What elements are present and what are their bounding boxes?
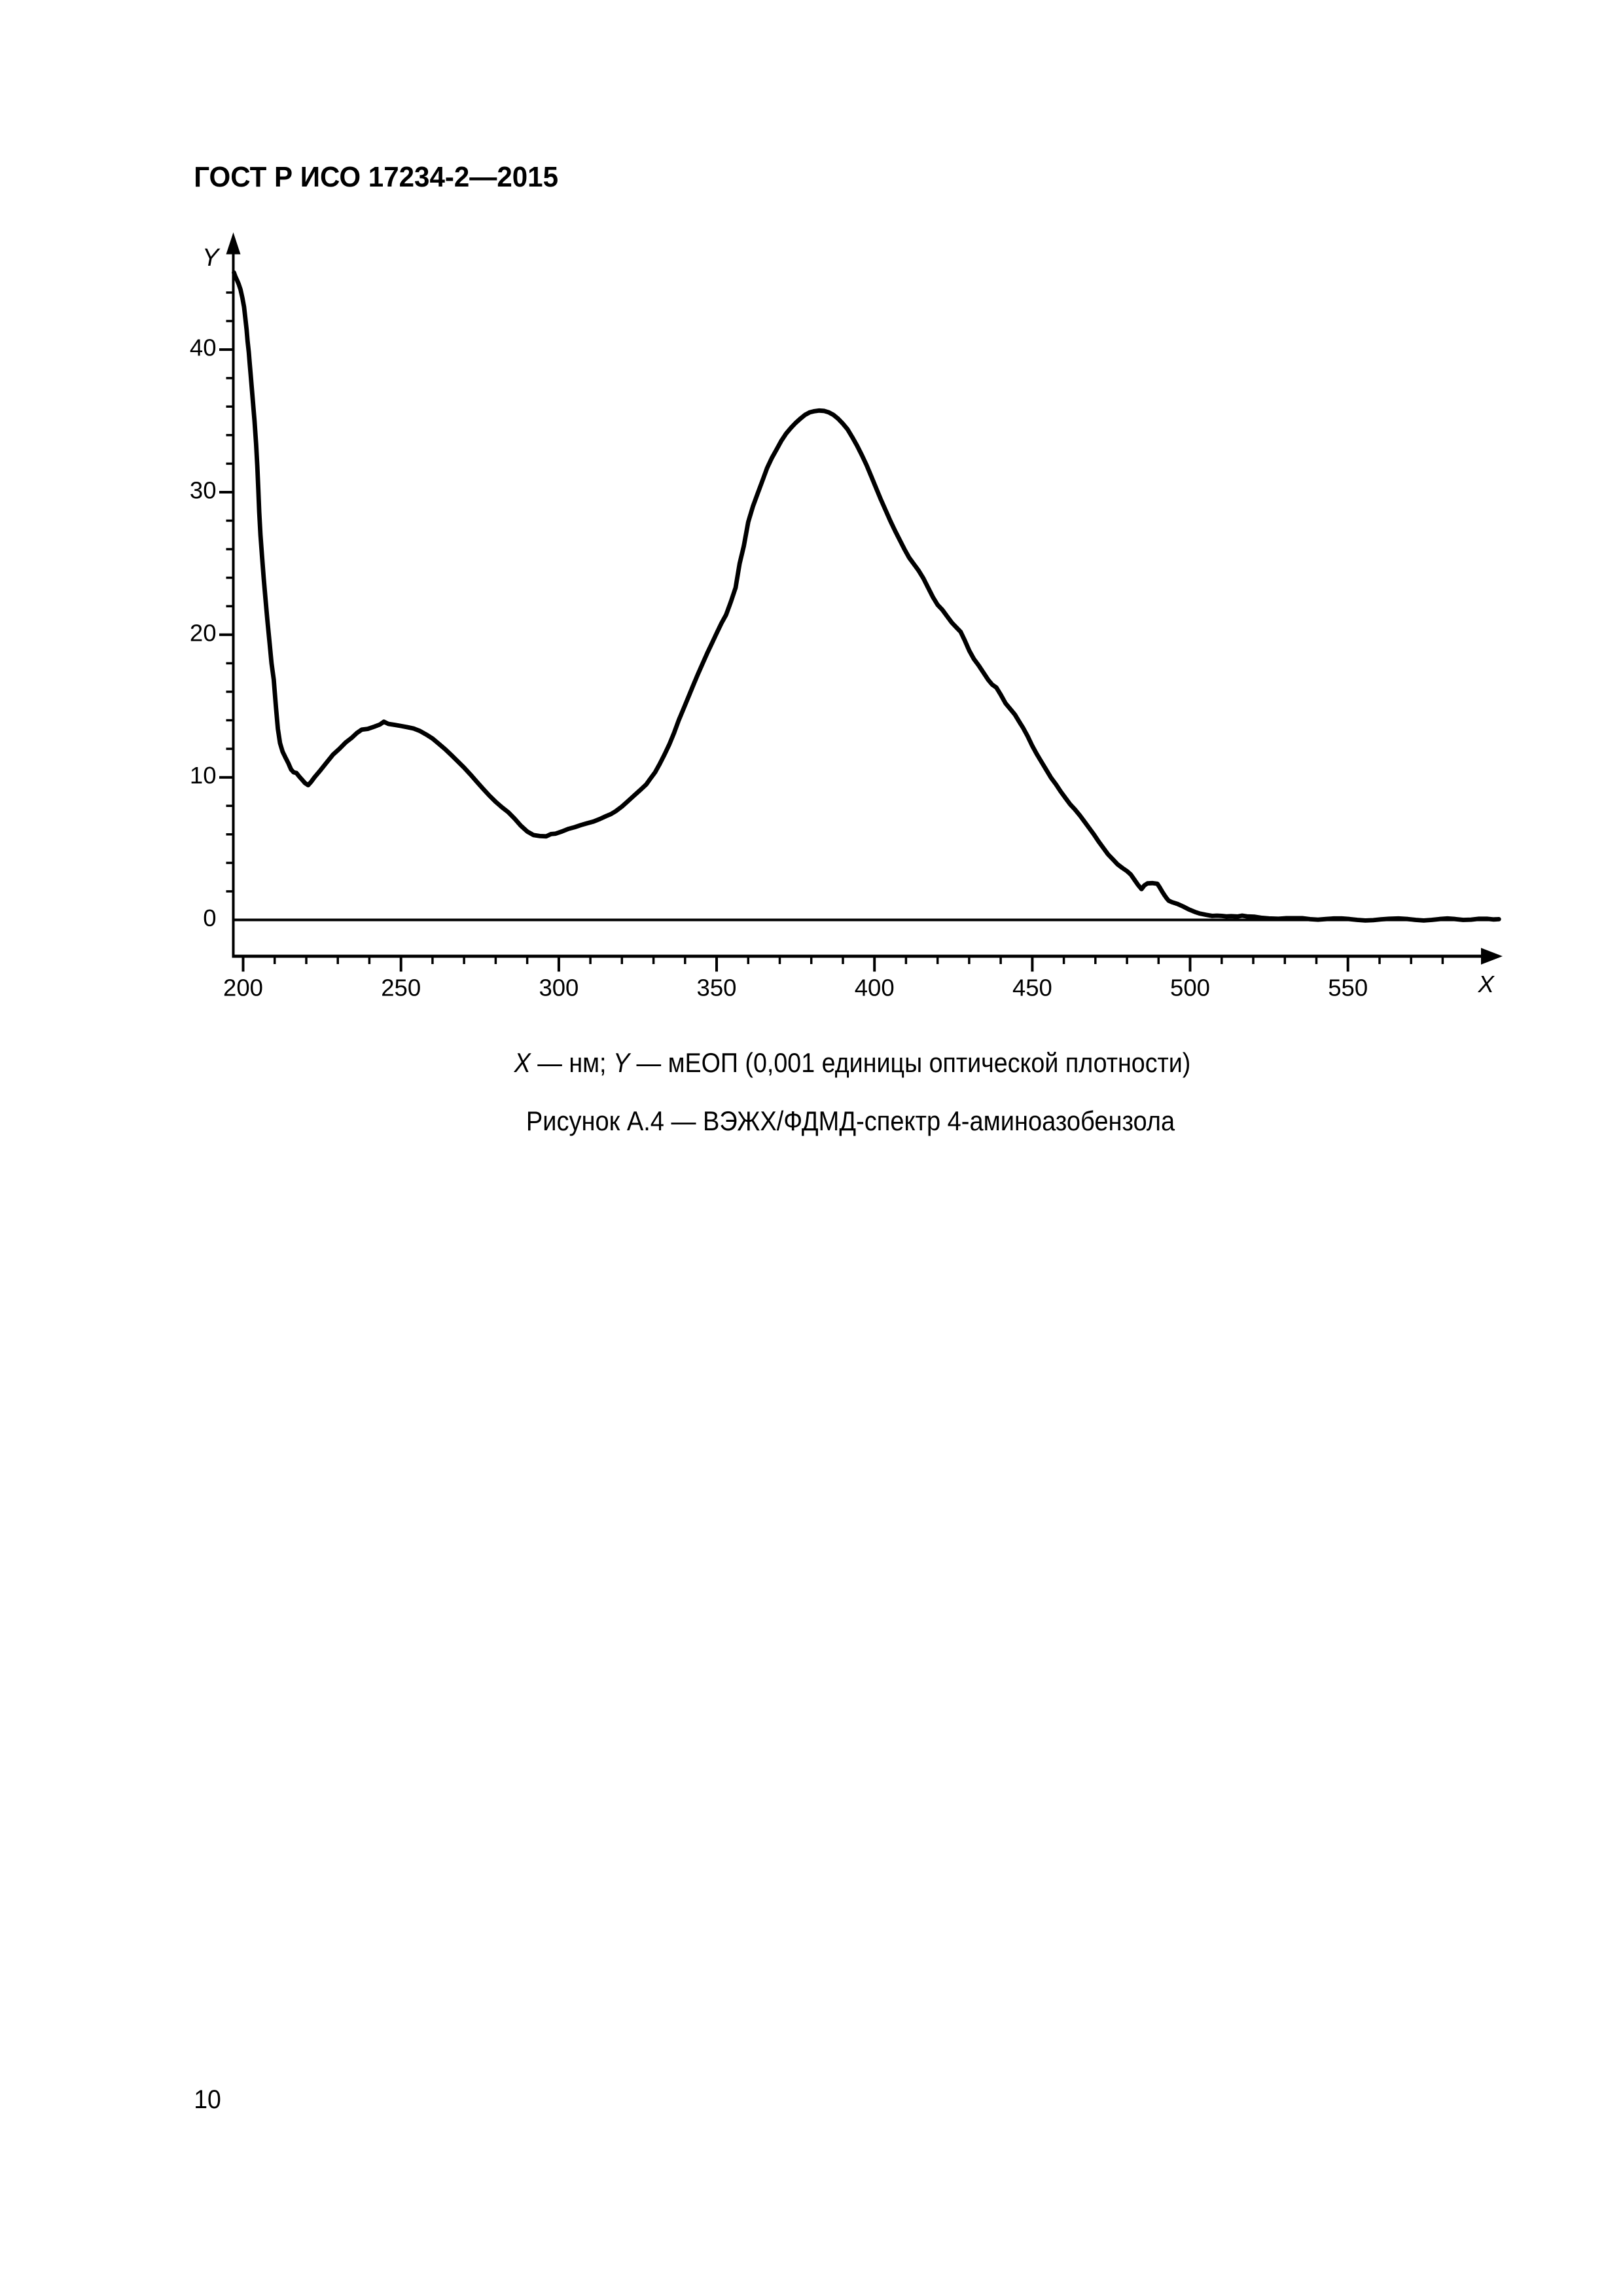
svg-text:0: 0 <box>203 905 216 931</box>
svg-text:30: 30 <box>190 477 217 504</box>
svg-text:300: 300 <box>539 975 579 1001</box>
svg-text:400: 400 <box>855 975 895 1001</box>
svg-text:Рисунок А.4 — ВЭЖХ/ФДМД-спект: Рисунок А.4 — ВЭЖХ/ФДМД-спектр 4-аминоаз… <box>526 1106 1175 1136</box>
svg-text:450: 450 <box>1012 975 1052 1001</box>
svg-text:550: 550 <box>1328 975 1368 1001</box>
svg-text:250: 250 <box>381 975 421 1001</box>
svg-text:10: 10 <box>190 762 217 789</box>
svg-text:X: X <box>1478 971 1495 997</box>
svg-text:ГОСТ Р ИСО 17234-2—2015: ГОСТ Р ИСО 17234-2—2015 <box>194 161 558 193</box>
svg-text:200: 200 <box>223 975 263 1001</box>
svg-text:40: 40 <box>190 334 217 361</box>
svg-text:10: 10 <box>194 2085 221 2114</box>
svg-text:20: 20 <box>190 619 217 646</box>
svg-text:500: 500 <box>1170 975 1210 1001</box>
svg-text:Y: Y <box>202 244 221 272</box>
svg-text:350: 350 <box>697 975 737 1001</box>
svg-text:X — нм; Y — мЕОП (0,001 единиц: X — нм; Y — мЕОП (0,001 единицы оптическ… <box>514 1048 1191 1078</box>
